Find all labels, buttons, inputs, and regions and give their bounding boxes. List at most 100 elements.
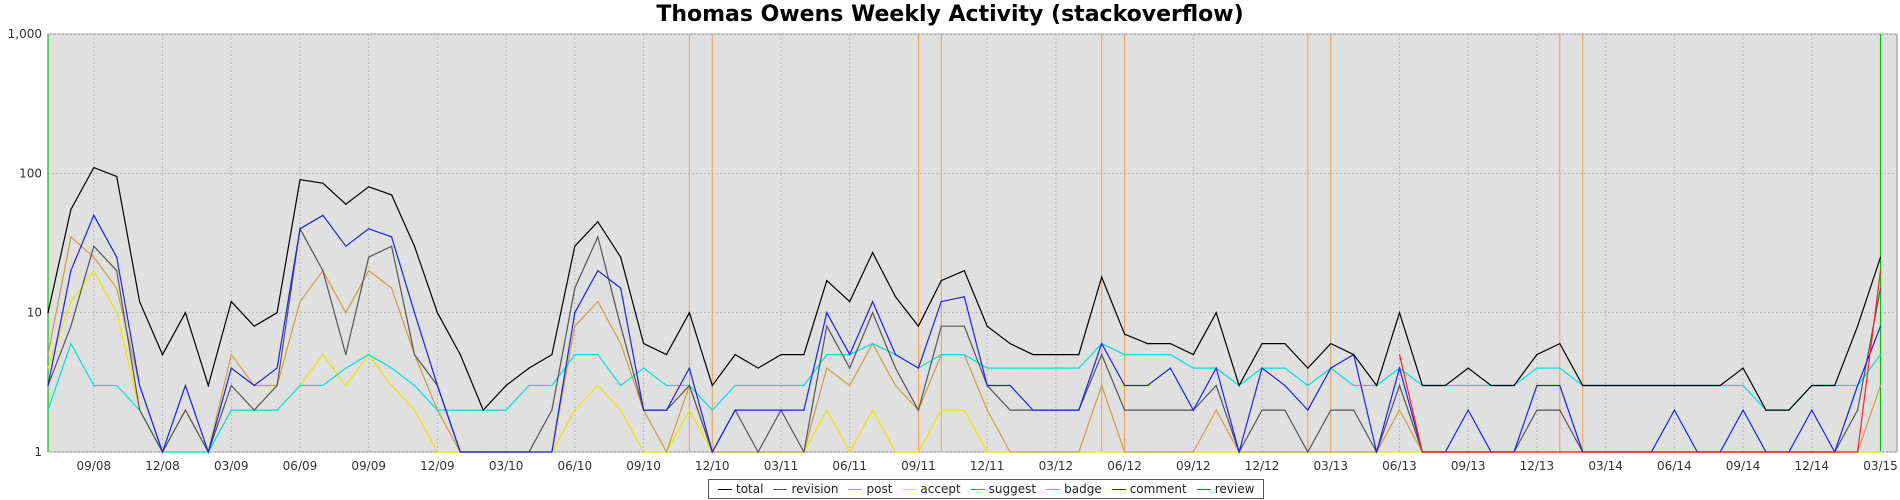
chart-title: Thomas Owens Weekly Activity (stackoverf… [656,2,1244,27]
series-point [872,301,874,303]
series-point [1215,384,1217,387]
series-point [597,301,599,303]
series-point [368,186,370,188]
series-point [345,354,347,356]
series-review [1398,270,1882,453]
series-point [1879,270,1882,272]
series-point [688,312,691,314]
series-point [1169,354,1171,356]
series-point [1398,312,1401,314]
x-tick-label: 09/13 [1451,459,1486,473]
series-point [1169,451,1171,453]
series-point [47,384,49,387]
series-point [1879,451,1882,453]
series-point [1742,384,1744,387]
x-tick-label: 03/12 [1039,459,1074,473]
series-point [1398,367,1401,369]
series-point [505,384,507,387]
plot-area [47,33,1898,453]
series-point [1559,343,1561,345]
x-tick-label: 03/15 [1863,459,1898,473]
series-point [368,228,370,230]
series-point [1055,367,1057,369]
series-point [1009,384,1011,387]
series-point [322,384,324,387]
series-point [1559,384,1561,387]
series-point [1307,409,1309,411]
series-point [780,354,782,356]
series-point [299,179,301,181]
series-point [1879,384,1882,387]
series-point [917,451,920,453]
series-point [894,354,897,356]
series-point [1811,409,1813,411]
series-point [1307,451,1309,453]
series-point [1330,367,1332,369]
x-tick-label: 09/10 [626,459,661,473]
series-point [1444,384,1446,387]
series-point [849,301,851,303]
x-tick-label: 12/09 [420,459,455,473]
series-point [161,354,164,356]
series-point [1284,343,1286,345]
series-point [1536,409,1538,411]
series-point [1215,451,1217,453]
series-point [116,270,118,272]
series-point [688,409,691,411]
series-point [70,343,72,345]
series-point [1742,409,1744,411]
series-point [734,354,736,356]
series-point [803,409,805,411]
series-point [1215,312,1217,314]
series-point [894,451,897,453]
series-point [688,384,691,387]
series-point [1398,451,1401,453]
series-point [849,451,851,453]
series-point [803,354,805,356]
series-point [665,409,668,411]
series-point [665,451,668,453]
series-point [1398,354,1401,356]
series-point [1238,451,1240,453]
series-point [276,384,278,387]
series-point [1169,409,1171,411]
legend-swatch [970,488,985,490]
series-point [93,167,95,169]
series-point [345,245,347,247]
series-point [894,384,897,387]
series-point [1055,451,1057,453]
series-point [688,367,691,369]
x-tick-label: 06/13 [1382,459,1417,473]
series-point [1857,325,1859,327]
series-point [986,325,988,327]
series-total [47,166,1882,412]
series-point [345,367,347,369]
series-point [1467,384,1469,387]
series-point [1261,451,1263,453]
series-point [1353,409,1355,411]
series-point [1146,384,1149,387]
series-point [894,296,897,298]
x-tick-label: 09/11 [901,459,936,473]
series-point [643,367,645,369]
x-tick-label: 12/08 [145,459,180,473]
series-point [253,325,255,327]
series-point [1238,384,1240,387]
legend-label: total [736,482,764,496]
series-point [1559,367,1561,369]
series-point [826,312,828,314]
series-point [1124,354,1126,356]
series-point [184,384,186,387]
series-point [70,301,72,303]
series-point [528,451,530,453]
legend-item-comment: comment [1111,482,1187,496]
x-tick-label: 06/11 [832,459,867,473]
series-point [413,384,416,387]
series-point [1376,451,1378,453]
series-point [734,451,736,453]
y-tick-label: 1 [34,445,42,459]
series-point [322,354,324,356]
series-point [1078,451,1080,453]
series-point [963,409,965,411]
